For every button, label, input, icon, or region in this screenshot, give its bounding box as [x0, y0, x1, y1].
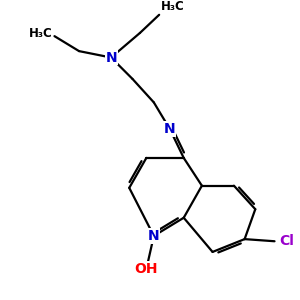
Text: N: N [148, 229, 160, 243]
Text: N: N [164, 122, 176, 136]
Text: OH: OH [135, 262, 158, 276]
Text: N: N [105, 50, 117, 64]
Text: H₃C: H₃C [160, 0, 184, 14]
Text: Cl: Cl [279, 234, 294, 248]
Text: H₃C: H₃C [29, 27, 53, 40]
